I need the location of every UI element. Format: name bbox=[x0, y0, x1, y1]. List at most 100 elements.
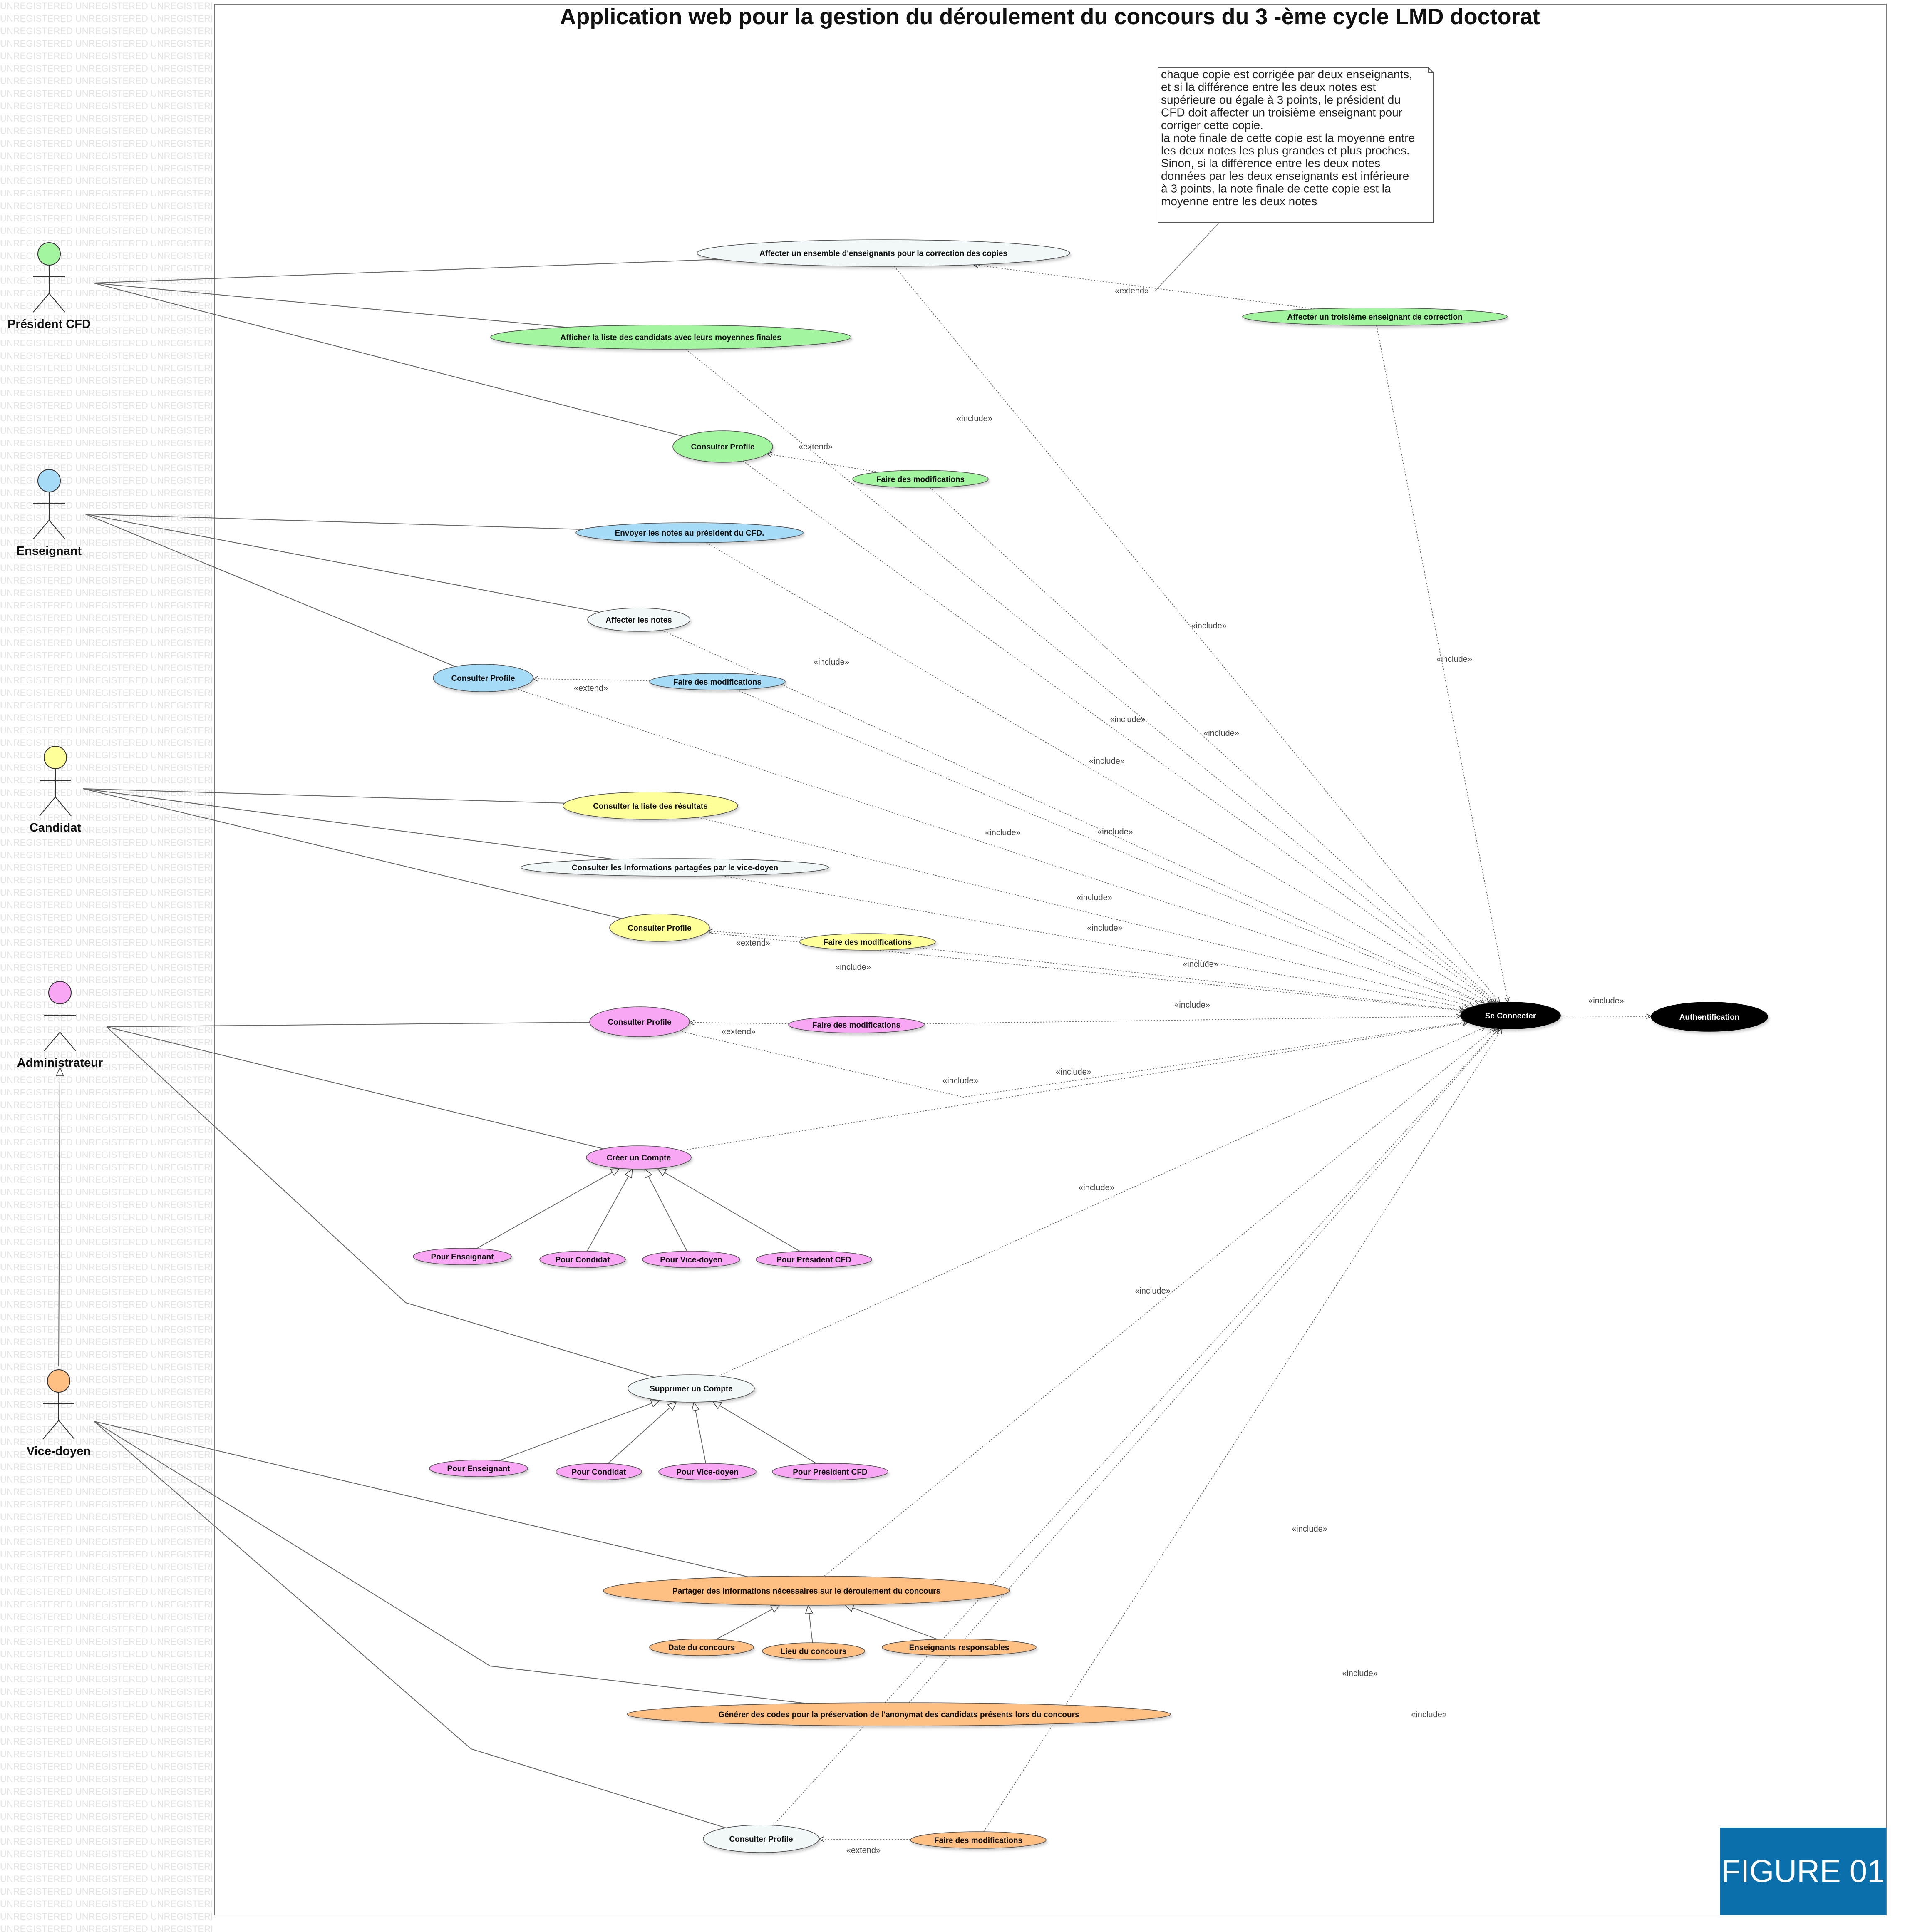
figure-label: FIGURE 01 bbox=[1720, 1828, 1886, 1915]
usecase-uc-infos[interactable]: Consulter les Informations partagées par… bbox=[521, 858, 829, 877]
usecase-label: Faire des modifications bbox=[673, 678, 762, 687]
usecase-uc-cr-cand[interactable]: Pour Condidat bbox=[539, 1251, 626, 1268]
usecase-uc-v-profile[interactable]: Consulter Profile bbox=[703, 1825, 819, 1853]
usecase-uc-e-modif[interactable]: Faire des modifications bbox=[649, 673, 786, 690]
usecase-generalization bbox=[694, 1402, 706, 1464]
note-line: moyenne entre les deux notes bbox=[1161, 195, 1317, 208]
usecase-generalization bbox=[587, 1169, 633, 1252]
usecase-generalization bbox=[808, 1605, 813, 1643]
association-line bbox=[93, 283, 566, 328]
relation-label: «include» bbox=[1135, 1286, 1171, 1296]
include-relation bbox=[773, 1028, 1498, 1826]
usecase-ellipse bbox=[799, 933, 936, 951]
usecase-uc-a-profile[interactable]: Consulter Profile bbox=[589, 1006, 690, 1037]
note-line: la note finale de cette copie est la moy… bbox=[1161, 132, 1415, 144]
actor-label: Administrateur bbox=[17, 1056, 103, 1070]
usecase-label: Authentification bbox=[1679, 1013, 1740, 1022]
usecase-uc-afficher-liste[interactable]: Afficher la liste des candidats avec leu… bbox=[490, 325, 851, 350]
actor-president[interactable]: Président CFD bbox=[7, 242, 91, 331]
usecase-uc-p-profile[interactable]: Consulter Profile bbox=[672, 430, 773, 463]
association-line bbox=[85, 514, 600, 613]
usecase-uc-ens-resp[interactable]: Enseignants responsables bbox=[882, 1639, 1037, 1656]
association-line bbox=[94, 1421, 806, 1704]
usecase-uc-e-profile[interactable]: Consulter Profile bbox=[433, 664, 533, 692]
usecase-ellipse bbox=[628, 1374, 755, 1403]
usecase-uc-affecter-notes[interactable]: Affecter les notes bbox=[587, 608, 690, 632]
usecase-generalization bbox=[499, 1401, 660, 1461]
usecase-uc-p-modif[interactable]: Faire des modifications bbox=[852, 470, 989, 488]
usecase-ellipse bbox=[1460, 1002, 1561, 1029]
usecase-uc-v-modif[interactable]: Faire des modifications bbox=[910, 1831, 1047, 1849]
usecase-uc-a-modif[interactable]: Faire des modifications bbox=[788, 1016, 925, 1033]
include-relation bbox=[930, 487, 1496, 1003]
usecase-label: Faire des modifications bbox=[824, 938, 912, 947]
include-relation bbox=[661, 630, 1485, 1004]
usecase-ellipse bbox=[1651, 1002, 1768, 1032]
actor-vicedoyen[interactable]: Vice-doyen bbox=[27, 1369, 91, 1458]
actor-head bbox=[37, 469, 61, 492]
actor-enseignant[interactable]: Enseignant bbox=[17, 469, 82, 558]
usecase-label: Consulter Profile bbox=[628, 924, 691, 933]
relation-label: «include» bbox=[957, 414, 992, 423]
include-relation bbox=[681, 1023, 1468, 1151]
usecase-uc-affecter-3e[interactable]: Affecter un troisième enseignant de corr… bbox=[1242, 308, 1508, 326]
usecase-uc-c-profile[interactable]: Consulter Profile bbox=[609, 914, 710, 942]
usecase-uc-partager[interactable]: Partager des informations nécessaires su… bbox=[603, 1576, 1010, 1606]
usecase-uc-cr-vd[interactable]: Pour Vice-doyen bbox=[642, 1251, 740, 1268]
usecase-label: Consulter les Informations partagées par… bbox=[572, 864, 778, 872]
actor-label: Enseignant bbox=[17, 544, 82, 558]
usecase-label: Pour Vice-doyen bbox=[676, 1468, 739, 1477]
include-relation bbox=[706, 542, 1490, 1003]
include-relation bbox=[736, 689, 1484, 1004]
diagram-title: Application web pour la gestion du dérou… bbox=[560, 4, 1540, 29]
actor-head bbox=[44, 746, 67, 769]
usecase-label: Pour Condidat bbox=[556, 1256, 610, 1264]
usecase-uc-sp-cand[interactable]: Pour Condidat bbox=[556, 1463, 642, 1480]
relation-label: «include» bbox=[835, 963, 871, 972]
association-line bbox=[83, 788, 615, 860]
usecase-uc-connecter[interactable]: Se Connecter bbox=[1460, 1002, 1561, 1029]
relation-label: «include» bbox=[1110, 715, 1146, 724]
note-line: CFD doit affecter un troisième enseignan… bbox=[1161, 106, 1402, 119]
usecase-uc-sp-pres[interactable]: Pour Président CFD bbox=[772, 1463, 888, 1480]
usecase-uc-date[interactable]: Date du concours bbox=[649, 1639, 754, 1656]
usecase-uc-sp-vd[interactable]: Pour Vice-doyen bbox=[658, 1463, 757, 1480]
usecase-ellipse bbox=[589, 1006, 690, 1037]
usecase-label: Pour Enseignant bbox=[431, 1253, 494, 1262]
usecase-ellipse bbox=[521, 858, 829, 877]
relation-label: «extend» bbox=[846, 1846, 881, 1855]
include-relation bbox=[515, 688, 1479, 1005]
relation-label: «include» bbox=[1183, 960, 1218, 969]
usecase-uc-affecter-ens[interactable]: Affecter un ensemble d'enseignants pour … bbox=[697, 239, 1070, 267]
usecase-uc-lieu[interactable]: Lieu du concours bbox=[762, 1642, 865, 1660]
usecase-label: Faire des modifications bbox=[812, 1021, 900, 1030]
actor-admin[interactable]: Administrateur bbox=[17, 981, 103, 1070]
usecase-uc-generer[interactable]: Générer des codes pour la préservation d… bbox=[627, 1702, 1171, 1726]
usecase-ellipse bbox=[429, 1460, 528, 1477]
actor-body bbox=[33, 265, 65, 313]
extend-relation bbox=[767, 454, 879, 473]
usecase-ellipse bbox=[672, 430, 773, 463]
actor-candidat[interactable]: Candidat bbox=[30, 746, 81, 834]
actor-head bbox=[47, 1369, 70, 1393]
relation-label: «extend» bbox=[799, 442, 833, 452]
usecase-uc-cr-pres[interactable]: Pour Président CFD bbox=[756, 1251, 872, 1268]
usecase-ellipse bbox=[575, 522, 804, 543]
usecase-label: Pour Enseignant bbox=[447, 1465, 511, 1473]
extend-relation bbox=[708, 931, 809, 939]
usecase-uc-auth[interactable]: Authentification bbox=[1651, 1002, 1768, 1032]
usecase-uc-resultats[interactable]: Consulter la liste des résultats bbox=[563, 792, 738, 820]
note-line: corriger cette copie. bbox=[1161, 119, 1263, 132]
usecase-uc-sp-ens[interactable]: Pour Enseignant bbox=[429, 1460, 528, 1477]
include-relation bbox=[742, 461, 1493, 1003]
usecase-label: Supprimer un Compte bbox=[650, 1385, 733, 1393]
usecase-uc-envoyer-notes[interactable]: Envoyer les notes au président du CFD. bbox=[575, 522, 804, 543]
usecase-uc-supprimer[interactable]: Supprimer un Compte bbox=[628, 1374, 755, 1403]
note-text: chaque copie est corrigée par deux ensei… bbox=[1161, 68, 1415, 208]
usecase-ellipse bbox=[697, 239, 1070, 267]
usecase-uc-c-modif[interactable]: Faire des modifications bbox=[799, 933, 936, 951]
usecase-ellipse bbox=[649, 673, 786, 690]
usecase-uc-creer[interactable]: Créer un Compte bbox=[586, 1145, 692, 1170]
usecase-uc-cr-ens[interactable]: Pour Enseignant bbox=[413, 1248, 512, 1265]
